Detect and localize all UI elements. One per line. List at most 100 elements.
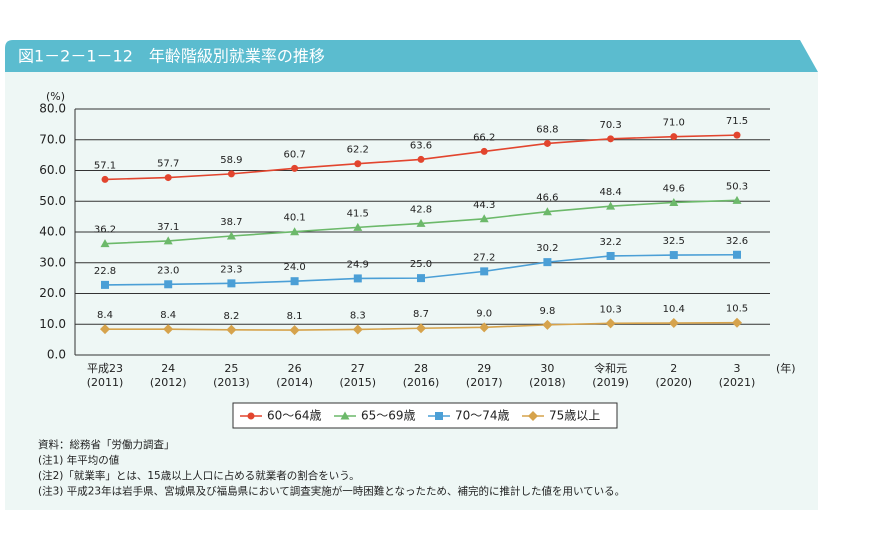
data-label: 10.4 [663, 304, 685, 315]
panel [5, 72, 818, 510]
x-unit: (年) [776, 361, 796, 375]
point [226, 231, 236, 240]
point [606, 251, 615, 260]
point [732, 317, 742, 328]
y-tick-label: 50.0 [39, 194, 66, 208]
data-label: 46.6 [536, 193, 558, 204]
point [416, 323, 426, 334]
point [226, 324, 237, 335]
x-tick-label: 3 [734, 362, 741, 375]
point [480, 267, 489, 276]
point [606, 201, 616, 210]
point [543, 258, 552, 267]
data-label: 23.0 [157, 265, 179, 276]
x-tick-label: 令和元 [594, 361, 627, 375]
point [668, 318, 679, 329]
point [670, 133, 678, 141]
data-label: 22.8 [94, 266, 116, 277]
data-label: 30.2 [536, 243, 558, 254]
point [164, 280, 173, 289]
point [416, 218, 426, 227]
data-label: 68.8 [536, 124, 558, 135]
x-tick-label: 27 [351, 362, 365, 375]
point [164, 174, 172, 182]
data-label: 23.3 [220, 264, 242, 275]
data-label: 24.0 [283, 262, 305, 273]
x-tick-label: 30 [540, 362, 554, 375]
x-tick-label: 28 [414, 362, 428, 375]
point [354, 160, 362, 168]
data-label: 8.7 [413, 309, 429, 320]
point [542, 207, 552, 216]
x-tick-label: 2 [670, 362, 677, 375]
x-tick-label: (2011) [87, 376, 124, 389]
x-tick-label: (2017) [466, 376, 503, 389]
x-tick-label: (2019) [592, 376, 629, 389]
point [528, 411, 538, 421]
x-tick-label: (2020) [656, 376, 693, 389]
data-label: 32.6 [726, 236, 748, 247]
y-tick-label: 10.0 [39, 317, 66, 331]
data-label: 24.9 [347, 259, 369, 270]
data-label: 44.3 [473, 200, 495, 211]
point [732, 195, 742, 204]
point [417, 274, 425, 283]
data-label: 27.2 [473, 252, 495, 263]
point [290, 277, 299, 286]
y-tick-label: 70.0 [39, 132, 66, 146]
header-bar [5, 40, 818, 72]
data-label: 66.2 [473, 132, 495, 143]
point [100, 324, 110, 335]
y-tick-label: 40.0 [39, 225, 66, 239]
data-label: 58.9 [220, 155, 242, 166]
data-label: 49.6 [663, 183, 685, 194]
point [290, 227, 300, 236]
data-label: 32.2 [599, 237, 621, 248]
point [291, 164, 299, 172]
data-label: 62.2 [347, 145, 369, 156]
point [479, 322, 490, 333]
point [669, 251, 678, 260]
data-label: 8.4 [97, 310, 113, 321]
point [163, 236, 173, 245]
note: (注3) 平成23年は岩手県、宮城県及び福島県において調査実施が一時困難となった… [38, 485, 625, 498]
point [352, 324, 363, 335]
data-label: 10.3 [599, 304, 621, 315]
x-tick-label: (2015) [340, 376, 377, 389]
point [607, 135, 615, 143]
y-tick-label: 20.0 [39, 286, 66, 300]
note: 資料：総務省「労働力調査」 [38, 438, 175, 451]
point [435, 412, 443, 420]
x-tick-label: 24 [161, 362, 175, 375]
y-unit: (%) [46, 90, 65, 103]
x-tick-label: (2013) [213, 376, 250, 389]
point [733, 131, 741, 139]
x-tick-label: (2012) [150, 376, 187, 389]
point [100, 239, 110, 248]
data-label: 48.4 [599, 187, 621, 198]
x-tick-label: 平成23 [87, 362, 123, 375]
point [101, 280, 109, 289]
data-label: 57.7 [157, 159, 179, 170]
data-label: 8.3 [350, 310, 366, 321]
data-label: 38.7 [220, 217, 242, 228]
point [227, 170, 235, 178]
data-label: 25.0 [410, 259, 432, 270]
x-tick-label: (2014) [276, 376, 313, 389]
data-label: 41.5 [347, 208, 369, 219]
point [542, 319, 553, 330]
point [353, 222, 363, 231]
note: (注2)「就業率」とは、15歳以上人口に占める就業者の割合をいう。 [38, 469, 360, 482]
data-label: 60.7 [283, 149, 305, 160]
data-label: 8.4 [160, 310, 176, 321]
data-label: 36.2 [94, 225, 116, 236]
note: (注1) 年平均の値 [38, 454, 120, 467]
point [605, 318, 616, 329]
y-tick-label: 60.0 [39, 163, 66, 177]
y-tick-label: 30.0 [39, 255, 66, 269]
x-tick-label: (2016) [403, 376, 440, 389]
point [340, 411, 350, 420]
x-tick-label: 25 [224, 362, 238, 375]
data-label: 70.3 [599, 120, 621, 131]
